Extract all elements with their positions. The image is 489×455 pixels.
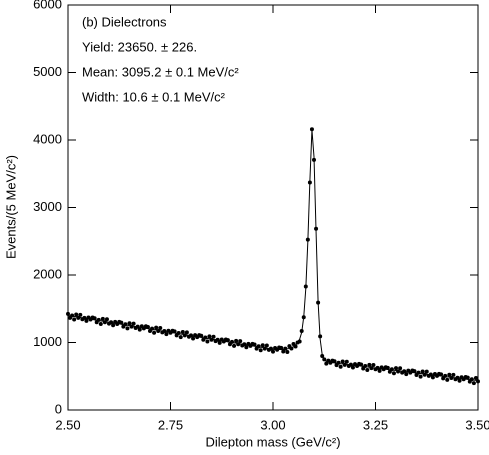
data-point [412,369,417,374]
data-point [234,338,239,343]
data-point [199,333,204,338]
data-point [152,330,157,335]
data-point [420,369,425,374]
x-tick-label: 3.25 [363,417,388,432]
data-point [451,372,456,377]
annotation: Yield: 23650. ± 226. [82,39,197,54]
data-point [350,365,355,370]
data-point [72,317,77,322]
data-point [264,343,269,348]
x-tick-label: 3.00 [260,417,285,432]
data-point [184,330,189,335]
data-point [285,349,290,354]
data-point [398,366,403,371]
data-point [260,343,265,348]
y-tick-label: 6000 [33,0,62,11]
data-point [252,342,257,347]
data-point [377,368,382,373]
data-point [279,345,284,350]
data-point [131,321,136,326]
x-axis-label: Dilepton mass (GeV/c²) [205,434,340,449]
data-point [457,378,462,383]
data-point [207,334,212,339]
x-tick-label: 3.50 [465,417,489,432]
data-point [84,318,89,323]
x-tick-label: 2.50 [55,417,80,432]
annotation: (b) Dielectrons [82,14,167,29]
data-point [74,312,79,317]
data-point [281,349,286,354]
y-tick-label: 2000 [33,266,62,281]
y-tick-label: 4000 [33,131,62,146]
y-tick-label: 5000 [33,64,62,79]
data-point [430,375,435,380]
data-point [404,372,409,377]
data-point [100,316,105,321]
data-point [394,366,398,371]
data-point [424,369,429,374]
data-point [324,361,329,366]
data-point [338,364,343,369]
data-point [92,316,97,321]
data-point [367,362,372,367]
data-point [332,359,337,364]
data-point [217,340,222,345]
x-tick-label: 2.75 [158,417,183,432]
data-point [385,365,390,370]
data-point [164,332,169,337]
data-point [471,381,476,386]
data-point [365,367,370,372]
data-point [476,379,480,384]
data-point [178,335,183,340]
data-point [439,372,444,377]
data-point [78,312,83,317]
data-point [180,330,185,335]
data-point [473,376,478,381]
y-axis-label: Events/(5 MeV/c²) [3,155,18,259]
data-point [359,362,364,367]
data-point [66,311,70,316]
data-point [172,329,177,334]
data-point [98,321,103,326]
y-tick-label: 1000 [33,334,62,349]
data-point [191,336,196,341]
data-point [340,359,345,364]
data-point [104,317,109,322]
data-point [465,375,470,380]
data-point [389,367,394,372]
data-point [445,377,450,382]
data-point [225,338,230,343]
fit-line [67,129,479,382]
annotation: Width: 10.6 ± 0.1 MeV/c² [82,89,226,104]
data-point [271,349,275,354]
data-point [371,363,376,368]
data-point [244,345,249,350]
data-point [344,359,349,364]
data-point [211,334,216,339]
data-point [258,348,263,353]
data-point [309,127,314,132]
data-point [137,327,142,332]
data-point [125,326,130,331]
data-point [119,320,124,325]
data-point [127,321,132,326]
data-point [418,374,423,379]
data-point [158,325,163,330]
data-point [145,324,150,329]
data-point [447,372,452,377]
y-tick-label: 3000 [33,199,62,214]
data-point [154,325,159,330]
data-point [391,371,396,376]
data-point [232,343,237,348]
y-tick-label: 0 [55,401,62,416]
data-point [205,339,210,344]
data-point [111,323,116,328]
data-point [238,339,243,344]
annotation: Mean: 3095.2 ± 0.1 MeV/c² [82,64,239,79]
